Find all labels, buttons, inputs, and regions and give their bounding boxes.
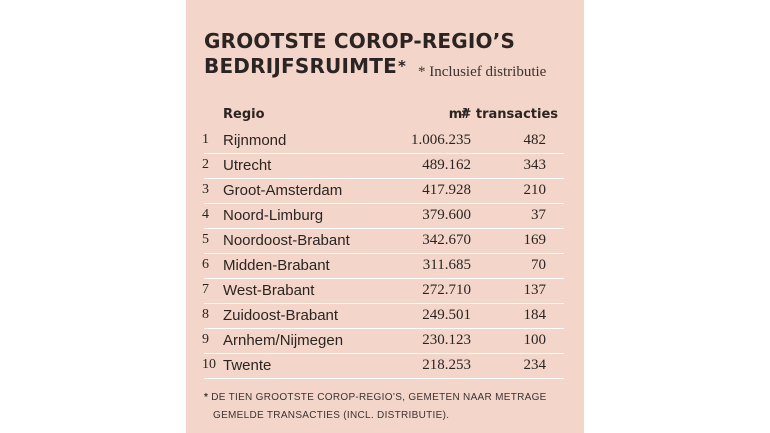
footnote-line-2: GEMELDE TRANSACTIES (INCL. DISTRIBUTIE). (213, 410, 450, 421)
column-header-m2: m² (448, 107, 468, 122)
row-region: Noord-Limburg (223, 207, 324, 224)
row-m2: 249.501 (422, 307, 471, 323)
table-row: 5 Noordoost-Brabant 342.670 169 (186, 229, 584, 254)
row-region: Groot-Amsterdam (223, 182, 343, 199)
row-rank: 5 (202, 232, 209, 247)
row-divider (204, 278, 564, 279)
table-body: 1 Rijnmond 1.006.235 482 2 Utrecht 489.1… (186, 129, 584, 379)
table-row: 3 Groot-Amsterdam 417.928 210 (186, 179, 584, 204)
row-rank: 10 (202, 357, 216, 372)
row-divider (204, 178, 564, 179)
row-m2: 342.670 (422, 232, 471, 248)
row-region: Utrecht (223, 157, 272, 174)
row-m2: 218.253 (422, 357, 471, 373)
row-rank: 4 (202, 207, 209, 222)
table-row: 2 Utrecht 489.162 343 (186, 154, 584, 179)
column-header-regio: Regio (223, 107, 265, 122)
row-m2: 417.928 (422, 182, 471, 198)
row-m2: 379.600 (422, 207, 471, 223)
row-rank: 3 (202, 182, 209, 197)
row-transacties: 70 (531, 257, 546, 273)
row-m2: 489.162 (422, 157, 471, 173)
title-asterisk: * (397, 57, 406, 75)
row-divider (204, 378, 564, 379)
footnote: * DE TIEN GROOTSTE COROP-REGIO’S, GEMETEN… (204, 389, 547, 425)
row-transacties: 234 (523, 357, 547, 373)
inclusion-note: * Inclusief distributie (418, 64, 547, 80)
row-transacties: 169 (523, 232, 547, 248)
row-divider (204, 353, 564, 354)
title-line-1: GROOTSTE COROP-REGIO’S (204, 29, 516, 53)
row-region: Noordoost-Brabant (223, 232, 350, 249)
row-transacties: 100 (523, 332, 547, 348)
row-region: Midden-Brabant (223, 257, 330, 274)
row-rank: 6 (202, 257, 209, 272)
row-m2: 311.685 (422, 257, 471, 273)
info-card: GROOTSTE COROP-REGIO’S BEDRIJFSRUIMTE* *… (186, 0, 584, 433)
column-header-transacties: # transacties (460, 107, 558, 122)
row-region: West-Brabant (223, 282, 315, 299)
row-rank: 9 (202, 332, 209, 347)
footnote-line-1: * DE TIEN GROOTSTE COROP-REGIO’S, GEMETEN… (204, 389, 547, 407)
table-row: 10 Twente 218.253 234 (186, 354, 584, 379)
row-transacties: 184 (523, 307, 547, 323)
table-row: 8 Zuidoost-Brabant 249.501 184 (186, 304, 584, 329)
row-region: Arnhem/Nijmegen (223, 332, 344, 349)
row-rank: 8 (202, 307, 209, 322)
footnote-line-1-text: DE TIEN GROOTSTE COROP-REGIO’S, GEMETEN … (211, 392, 547, 403)
row-rank: 7 (202, 282, 209, 297)
table-row: 4 Noord-Limburg 379.600 37 (186, 204, 584, 229)
row-m2: 272.710 (422, 282, 471, 298)
table-row: 1 Rijnmond 1.006.235 482 (186, 129, 584, 154)
row-divider (204, 203, 564, 204)
row-m2: 1.006.235 (411, 132, 471, 148)
row-m2: 230.123 (422, 332, 471, 348)
row-rank: 2 (202, 157, 209, 172)
row-region: Rijnmond (223, 132, 287, 149)
row-region: Twente (223, 357, 272, 374)
table-row: 6 Midden-Brabant 311.685 70 (186, 254, 584, 279)
row-divider (204, 303, 564, 304)
table-row: 9 Arnhem/Nijmegen 230.123 100 (186, 329, 584, 354)
footnote-asterisk: * (204, 392, 209, 403)
row-divider (204, 153, 564, 154)
row-transacties: 343 (523, 157, 547, 173)
row-transacties: 210 (523, 182, 547, 198)
row-transacties: 482 (523, 132, 547, 148)
row-region: Zuidoost-Brabant (223, 307, 339, 324)
title-line-2-text: BEDRIJFSRUIMTE (204, 54, 397, 78)
card-title: GROOTSTE COROP-REGIO’S BEDRIJFSRUIMTE* (204, 29, 515, 79)
row-transacties: 137 (523, 282, 547, 298)
title-line-2: BEDRIJFSRUIMTE* (204, 54, 515, 79)
table-row: 7 West-Brabant 272.710 137 (186, 279, 584, 304)
row-divider (204, 228, 564, 229)
row-transacties: 37 (531, 207, 546, 223)
row-rank: 1 (202, 132, 209, 147)
row-divider (204, 253, 564, 254)
row-divider (204, 328, 564, 329)
